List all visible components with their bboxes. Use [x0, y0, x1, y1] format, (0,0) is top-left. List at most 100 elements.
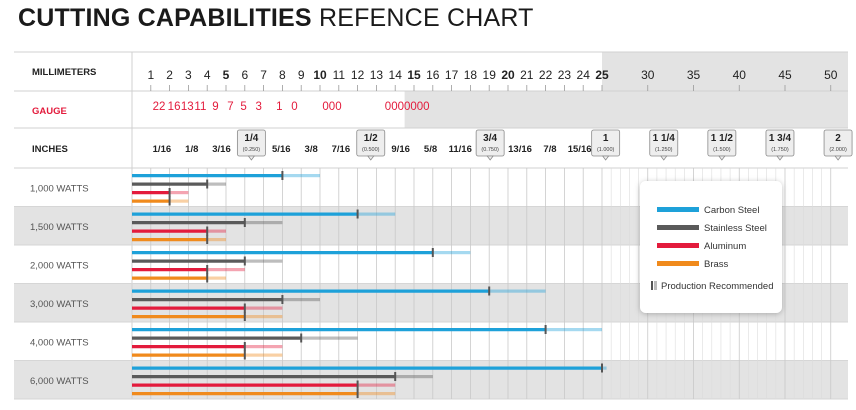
mm-tick-label: 1 [147, 68, 154, 82]
inch-callout-pointer [247, 155, 256, 161]
inch-tick-label: 3/4 [483, 133, 497, 144]
gauge-tick-label: 9 [212, 101, 218, 113]
gauge-row-label: GAUGE [32, 106, 67, 117]
production-recommended-marker [206, 265, 209, 274]
mm-tick-label: 14 [389, 68, 403, 82]
mm-tick-label: 45 [778, 68, 792, 82]
bar-brass-recommended [132, 353, 245, 357]
legend-production-marker-light [654, 281, 657, 290]
production-recommended-marker [243, 303, 246, 313]
millimeters-row-label: MILLIMETERS [32, 67, 96, 78]
inch-tick-label: 1/4 [244, 133, 258, 144]
inch-tick-label: 5/16 [272, 144, 291, 155]
mm-tick-label: 4 [204, 68, 211, 82]
mm-tick-label: 35 [687, 68, 701, 82]
bar-carbon_steel-recommended [132, 289, 490, 293]
bar-brass-recommended [132, 276, 208, 280]
mm-tick-label: 22 [539, 68, 553, 82]
inch-tick-label: 1 1/2 [711, 133, 734, 144]
production-recommended-marker [206, 179, 209, 189]
production-recommended-marker [243, 350, 246, 360]
legend-swatch [657, 261, 699, 266]
chart-title: CUTTING CAPABILITIES REFENCE CHART [18, 4, 534, 33]
bar-stainless_steel-recommended [132, 221, 245, 225]
bar-brass-recommended [132, 392, 358, 396]
inch-tick-decimal: (1.000) [597, 147, 615, 153]
wattage-row-label: 4,000 WATTS [30, 337, 89, 348]
legend-label: Carbon Steel [704, 205, 759, 216]
legend-box [640, 181, 782, 313]
gauge-tick-label: 0000000 [385, 101, 430, 113]
inch-tick-decimal: (0.500) [362, 147, 380, 153]
inch-tick-decimal: (0.250) [243, 147, 261, 153]
production-recommended-marker [206, 235, 209, 244]
mm-tick-label: 20 [501, 68, 515, 82]
mm-tick-label: 3 [185, 68, 192, 82]
mm-tick-label: 5 [223, 68, 230, 82]
mm-tick-label: 23 [558, 68, 572, 82]
bar-carbon_steel-recommended [132, 366, 602, 370]
bar-stainless_steel-recommended [132, 336, 302, 340]
legend-label: Stainless Steel [704, 223, 767, 234]
inch-tick-label: 5/8 [424, 144, 437, 155]
inch-tick-label: 2 [835, 133, 841, 144]
bar-aluminum-recommended [132, 306, 245, 310]
bar-carbon_steel-recommended [132, 174, 283, 178]
production-recommended-marker [243, 218, 246, 227]
inch-callout-pointer [486, 155, 494, 161]
production-recommended-marker [243, 312, 246, 321]
inch-callout-pointer [718, 155, 726, 161]
header-gray-band [602, 52, 848, 128]
bar-aluminum-recommended [132, 229, 208, 233]
legend-swatch [657, 225, 699, 230]
production-recommended-marker [281, 171, 284, 180]
inch-tick-decimal: (1.500) [713, 147, 731, 153]
inch-callout-pointer [659, 155, 668, 161]
legend-production-label: Production Recommended [661, 281, 773, 292]
wattage-row-label: 3,000 WATTS [30, 299, 89, 310]
mm-tick-label: 7 [260, 68, 267, 82]
legend-label: Brass [704, 259, 729, 270]
gauge-tick-label: 16 [168, 101, 181, 113]
mm-tick-label: 6 [241, 68, 248, 82]
mm-tick-label: 13 [370, 68, 384, 82]
mm-tick-label: 9 [298, 68, 305, 82]
bar-brass-recommended [132, 238, 208, 242]
bar-aluminum-recommended [132, 191, 170, 195]
mm-tick-label: 18 [464, 68, 478, 82]
inch-tick-label: 1 1/4 [653, 133, 676, 144]
bar-brass-recommended [132, 315, 245, 319]
mm-tick-label: 21 [520, 68, 534, 82]
bar-stainless_steel-recommended [132, 182, 208, 186]
inch-tick-decimal: (0.750) [481, 147, 499, 153]
inch-tick-label: 13/16 [508, 144, 532, 155]
mm-tick-label: 30 [641, 68, 655, 82]
gauge-tick-label: 13 [181, 101, 194, 113]
bar-carbon_steel-recommended [132, 328, 546, 332]
inch-callout-pointer [776, 155, 784, 161]
mm-tick-label: 2 [166, 68, 173, 82]
wattage-row-label: 1,500 WATTS [30, 222, 89, 233]
production-recommended-marker [356, 389, 359, 398]
inches-row-label: INCHES [32, 144, 68, 155]
mm-tick-label: 16 [426, 68, 440, 82]
mm-tick-label: 50 [824, 68, 838, 82]
mm-tick-label: 19 [483, 68, 497, 82]
bar-stainless_steel-recommended [132, 375, 396, 379]
production-recommended-marker [300, 333, 303, 343]
inch-tick-label: 1/8 [185, 144, 198, 155]
production-recommended-marker [544, 325, 547, 334]
mm-tick-label: 15 [407, 68, 421, 82]
legend-label: Aluminum [704, 241, 746, 252]
mm-tick-label: 24 [577, 68, 591, 82]
gauge-tick-label: 11 [194, 101, 206, 113]
mm-tick-label: 17 [445, 68, 459, 82]
inch-tick-label: 1 3/4 [769, 133, 792, 144]
mm-tick-label: 25 [595, 68, 609, 82]
inch-tick-label: 3/8 [305, 144, 318, 155]
inch-callout-pointer [601, 155, 610, 161]
inch-tick-label: 15/16 [568, 144, 592, 155]
chart-title-rest: REFENCE CHART [311, 4, 534, 32]
inch-tick-decimal: (2.000) [829, 147, 847, 153]
production-recommended-marker [431, 248, 434, 257]
